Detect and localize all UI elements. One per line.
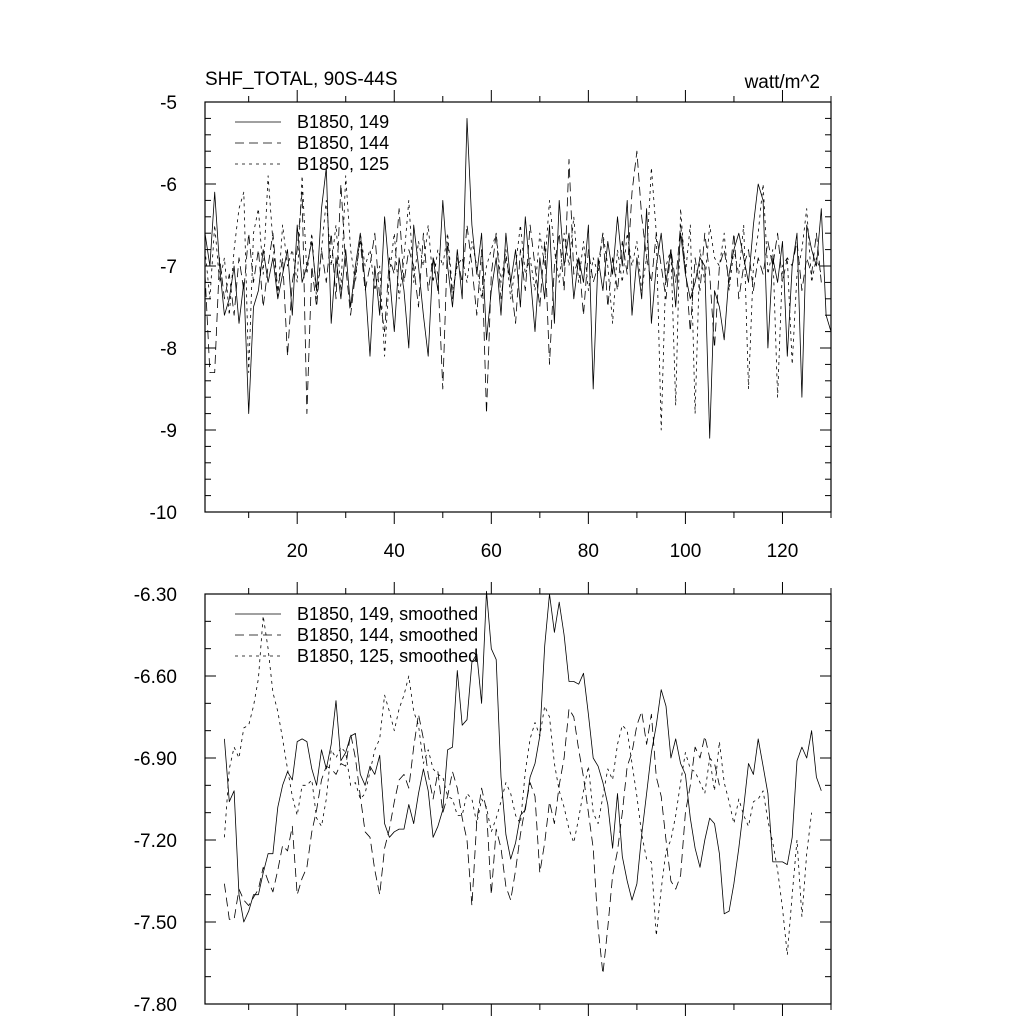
bottom-panel: -7.80 -7.50 -7.20 -6.90 -6.60 -6.30 B1850, 14…: [134, 582, 832, 1016]
y-tick-label: -6: [160, 175, 177, 196]
x-tick-label: 20: [287, 541, 308, 562]
x-tick-label: 100: [670, 541, 702, 562]
series-line-2: [224, 708, 720, 975]
series-layer: [204, 118, 832, 439]
y-tick-label: -7.80: [134, 995, 177, 1016]
y-tick-label: -9: [160, 421, 177, 442]
series-layer: [224, 590, 822, 975]
plot-frame: [204, 593, 832, 1005]
y-tick-label: -6.30: [134, 585, 177, 606]
legend-label: B1850, 125, smoothed: [297, 646, 478, 666]
axis-layer: -10 -9 -8 -7 -6 -5 20 40 60 80 100 120: [150, 90, 832, 562]
units-label: watt/m^2: [744, 72, 820, 93]
x-tick-label: 80: [578, 541, 599, 562]
series-line-1: [204, 118, 832, 439]
y-tick-label: -6.90: [134, 749, 177, 770]
y-tick-label: -7: [160, 257, 177, 278]
x-tick-label: 120: [767, 541, 799, 562]
series-line-3: [204, 167, 822, 431]
top-panel: SHF_TOTAL, 90S-44S watt/m^2 -10-9-8-7-6-…: [150, 69, 832, 562]
y-tick-label: -8: [160, 339, 177, 360]
y-tick-label: -7.50: [134, 913, 177, 934]
legend-label: B1850, 149, smoothed: [297, 604, 478, 624]
x-tick-label: 60: [481, 541, 502, 562]
legend-label: B1850, 125: [297, 154, 389, 174]
y-tick-label: -6.60: [134, 667, 177, 688]
legend-label: B1850, 144: [297, 133, 389, 153]
legend-label: B1850, 144, smoothed: [297, 625, 478, 645]
y-tick-label: -10: [150, 503, 177, 524]
chart-title: SHF_TOTAL, 90S-44S: [205, 69, 398, 90]
legend-label: B1850, 149: [297, 112, 389, 132]
series-line-1: [224, 590, 822, 923]
y-tick-label: -5: [160, 93, 177, 114]
series-line-3: [224, 615, 812, 956]
y-tick-label: -7.20: [134, 831, 177, 852]
x-tick-label: 40: [384, 541, 405, 562]
plot-frame: [204, 101, 832, 513]
axis-layer: -7.80 -7.50 -7.20 -6.90 -6.60 -6.30: [134, 582, 832, 1016]
series-line-2: [204, 150, 822, 415]
